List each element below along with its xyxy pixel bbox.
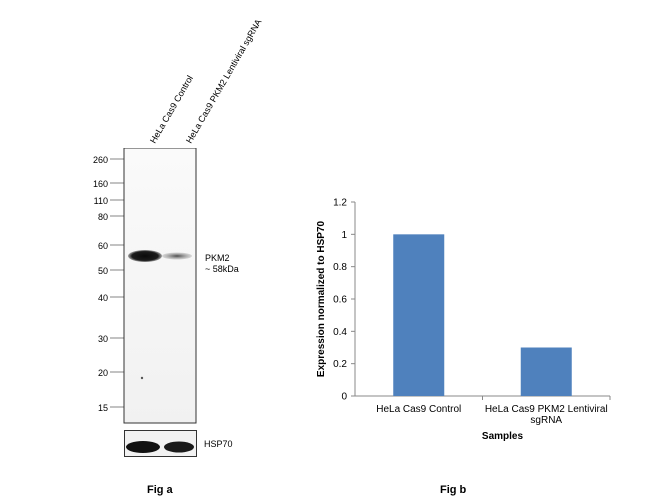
mw-40: 40 [97,293,108,303]
mw-160: 160 [92,179,108,189]
y-tick-label: 1.2 [333,198,347,209]
mw-50: 50 [97,266,108,276]
hsp70-blot [124,430,197,457]
bar [520,347,572,396]
hsp70-band-control [126,441,160,453]
pkm2-label: PKM2 ~ 58kDa [205,253,239,274]
mw-15: 15 [97,403,108,413]
x-labels: HeLa Cas9 Control HeLa Cas9 PKM2 Lentivir… [376,404,607,426]
bars [393,234,572,396]
y-tick-label: 0 [341,392,347,403]
x-tick-label: HeLa Cas9 PKM2 Lentiviral sgRNA [485,404,608,426]
hsp70-label: HSP70 [204,439,233,449]
y-tick-label: 0.6 [333,295,347,306]
hsp70-band-sgrna [164,441,194,453]
y-tick-label: 0.8 [333,262,347,273]
mw-60: 60 [97,241,108,251]
fig-b-caption: Fig b [440,484,467,496]
fig-a-caption: Fig a [147,484,173,496]
lane-label-sgrna: HeLa Cas9 PKM2 Lentiviral sgRNA [184,17,264,146]
bar-chart: 00.20.40.60.811.2 HeLa Cas9 Control HeLa … [316,198,611,442]
x-axis-label: Samples [482,431,524,442]
main-blot [110,148,197,424]
mw-260: 260 [92,155,108,165]
x-tick-label: HeLa Cas9 Control [376,404,461,415]
y-axis-label: Expression normalized to HSP70 [316,220,327,377]
y-ticks: 0 0.2 0.4 0.6 0.8 1 1.2 [333,198,355,403]
mw-80: 80 [97,212,108,222]
y-tick-label: 0.2 [333,359,347,370]
y-tick-label: 1 [341,230,347,241]
mw-110: 110 [93,196,108,206]
y-tick-label: 0.4 [333,327,347,338]
pkm2-band-control [128,250,162,262]
pkm2-band-sgrna [162,252,192,260]
mw-20: 20 [97,368,108,378]
bar [393,234,445,396]
mw-30: 30 [97,334,108,344]
